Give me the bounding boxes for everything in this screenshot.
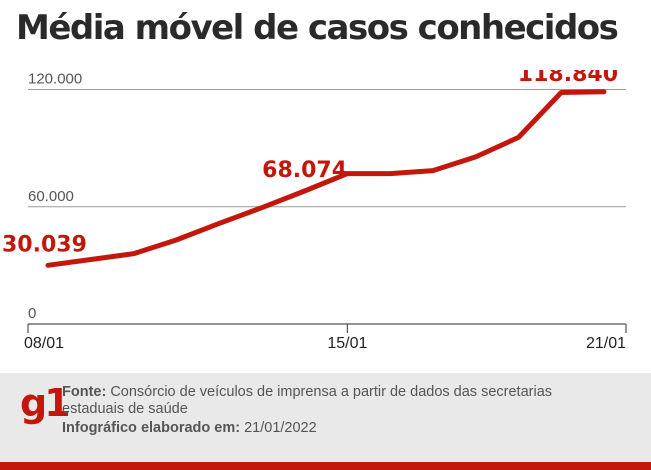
credit-date: 21/01/2022 (244, 420, 317, 436)
g1-logo: g1 (20, 381, 71, 425)
y-tick-label: 0 (28, 305, 36, 322)
x-tick-label: 21/01 (586, 335, 626, 352)
data-label: 68.074 (262, 158, 347, 183)
x-axis-ticks: 08/01 15/01 21/01 (24, 324, 627, 352)
x-tick-label: 15/01 (327, 335, 367, 352)
gridlines (28, 89, 626, 208)
x-tick-label: 08/01 (24, 335, 64, 352)
source-text: Consórcio de veículos de imprensa a part… (62, 384, 553, 417)
series-line (45, 89, 607, 268)
chart-title: Média móvel de casos conhecidos (16, 8, 619, 48)
data-labels: 30.039 68.074 118.840 (2, 70, 618, 257)
source-note: Fonte: Consórcio de veículos de imprensa… (62, 384, 602, 418)
footer (0, 373, 651, 462)
y-axis-ticks: 0 60.000 120.000 (28, 71, 82, 322)
data-label: 118.840 (518, 70, 618, 87)
y-tick-label: 60.000 (28, 188, 74, 205)
credit-label: Infográfico elaborado em: (62, 420, 241, 436)
data-label: 30.039 (2, 232, 87, 257)
credit-note: Infográfico elaborado em: 21/01/2022 (62, 420, 602, 437)
y-tick-label: 120.000 (28, 71, 82, 88)
source-label: Fonte: (62, 384, 107, 400)
bottom-accent-bar (0, 462, 651, 470)
line-chart: 0 60.000 120.000 08/01 15/01 21/01 30.039 68.… (2, 70, 627, 352)
